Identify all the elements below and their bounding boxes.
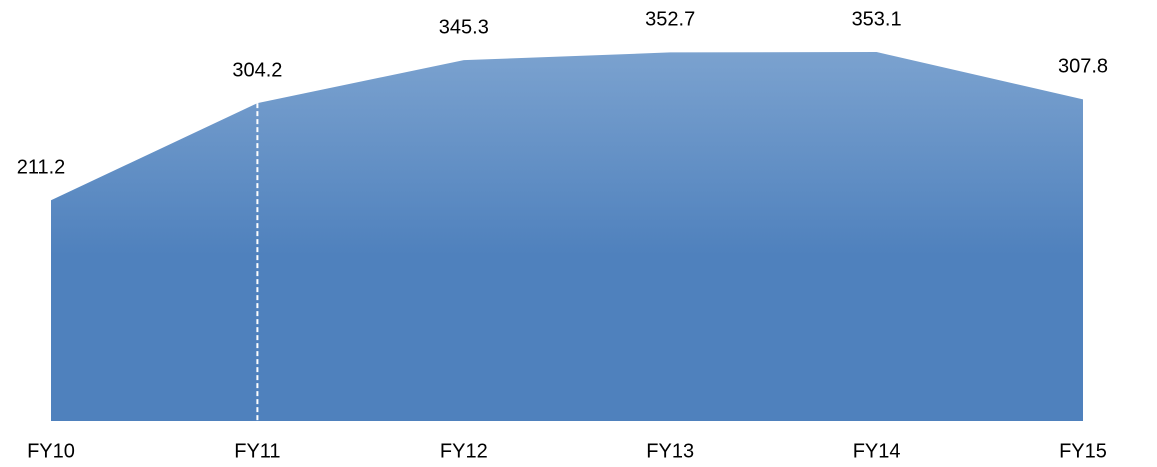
data-label: 307.8 [1058, 56, 1108, 78]
data-label: 352.7 [645, 9, 695, 31]
x-tick-label: FY14 [853, 440, 901, 462]
data-label: 345.3 [439, 16, 489, 38]
x-tick-label: FY13 [646, 440, 694, 462]
data-label: 353.1 [852, 8, 902, 30]
x-tick-label: FY11 [234, 440, 280, 462]
x-tick-label: FY15 [1059, 440, 1107, 462]
data-label: 304.2 [232, 59, 282, 81]
x-tick-label: FY10 [27, 440, 75, 462]
x-tick-label: FY12 [440, 440, 488, 462]
data-label: 211.2 [17, 157, 66, 179]
area [51, 52, 1083, 422]
